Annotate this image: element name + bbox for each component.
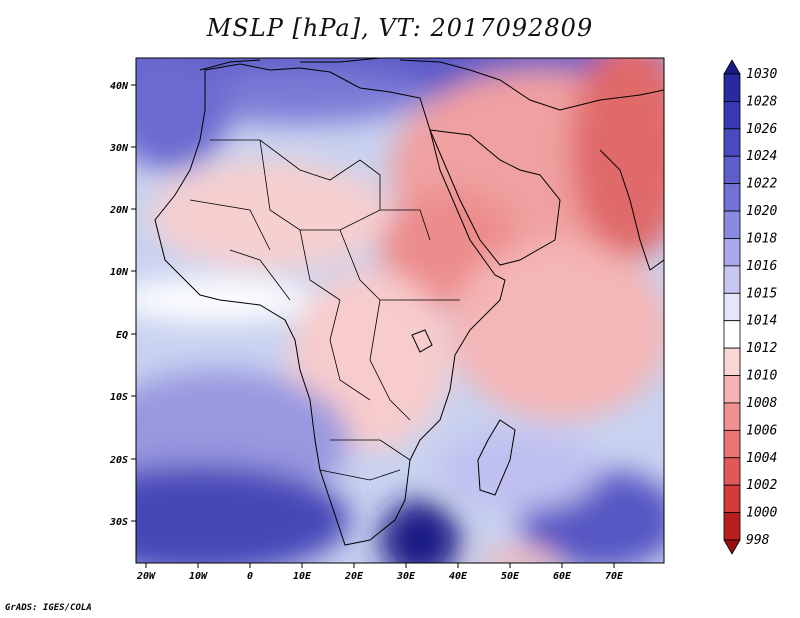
colorbar-cap-top xyxy=(723,59,741,75)
madagascar-coastline xyxy=(477,419,516,496)
europe-coastline xyxy=(199,58,664,111)
south-africa-high xyxy=(380,500,460,563)
colorbar-label: 1012 xyxy=(746,341,777,356)
colorbar-label: 1010 xyxy=(746,369,777,384)
lat-label: EQ xyxy=(116,330,128,341)
arabia-coastline xyxy=(429,129,561,266)
colorbar-label: 1015 xyxy=(746,286,777,301)
high-atlantic xyxy=(136,58,230,170)
colorbar-cap-bottom xyxy=(723,539,741,555)
colorbar-label: 1018 xyxy=(746,231,777,246)
lat-label: 10S xyxy=(110,392,128,403)
lon-label: 20E xyxy=(344,571,364,582)
colorbar-swatch xyxy=(723,512,741,541)
india-coastline xyxy=(599,149,664,271)
sahara-warm xyxy=(150,160,390,270)
colorbar-label: 1020 xyxy=(746,204,777,219)
india-low xyxy=(570,58,664,260)
colorbar-label: 1026 xyxy=(746,122,777,137)
colorbar-swatch xyxy=(723,101,741,130)
lon-label: 50E xyxy=(501,571,520,582)
indian-ocean-low xyxy=(450,240,664,420)
lake-victoria xyxy=(411,329,433,353)
colorbar-swatch xyxy=(723,457,741,486)
colorbar-label: 998 xyxy=(746,533,770,548)
high-mediterranean xyxy=(170,67,430,123)
colorbar-swatch xyxy=(723,183,741,212)
colorbar-swatch xyxy=(723,292,741,322)
lat-label: 30S xyxy=(109,517,128,528)
colorbar-label: 1002 xyxy=(746,478,777,493)
colorbar-label: 1016 xyxy=(746,259,777,274)
lon-labels: 20W 10W 0 10E 20E 30E 40E 50E 60E 70E xyxy=(136,571,624,582)
colorbar-label: 1006 xyxy=(746,423,777,438)
mascarene-ridge xyxy=(440,430,600,510)
south-atlantic-high-2 xyxy=(136,465,350,563)
colorbar-swatch xyxy=(723,155,741,185)
lon-label: 30E xyxy=(396,571,416,582)
coastlines xyxy=(154,58,664,546)
lat-label: 40N xyxy=(110,81,129,92)
lon-label: 70E xyxy=(605,571,624,582)
colorbar-label: 1014 xyxy=(746,314,777,329)
axis-ticks xyxy=(131,84,615,568)
colorbar-label: 1028 xyxy=(746,94,777,109)
colorbar-label: 1004 xyxy=(746,451,777,466)
colorbar-swatch xyxy=(723,320,741,349)
map-title: MSLP [hPa], VT: 2017092809 xyxy=(206,14,594,42)
colorbar-label: 1000 xyxy=(746,506,777,521)
colorbar-label: 1008 xyxy=(746,396,777,411)
colorbar-label: 1022 xyxy=(746,177,777,192)
lat-labels: 40N 30N 20N 10N EQ 10S 20S 30S xyxy=(109,81,129,528)
credit-text: GrADS: IGES/COLA xyxy=(5,603,92,613)
lon-label: 40E xyxy=(449,571,468,582)
colorbar: 1030 1028 1026 1024 1022 1020 1018 1016 1015 1014… xyxy=(723,59,777,555)
africa-coastline xyxy=(154,63,506,546)
lat-label: 10N xyxy=(110,267,129,278)
colorbar-swatch xyxy=(723,265,741,294)
colorbar-swatch xyxy=(723,402,741,431)
colorbar-swatch xyxy=(723,347,741,376)
colorbar-swatch xyxy=(723,128,741,157)
lat-label: 20S xyxy=(109,455,128,466)
lon-label: 60E xyxy=(553,571,572,582)
colorbar-swatch xyxy=(723,210,741,239)
lon-label: 10W xyxy=(189,571,208,582)
colorbar-label: 1024 xyxy=(746,149,777,164)
colorbar-swatch xyxy=(723,375,741,404)
lon-label: 0 xyxy=(247,571,253,582)
country-borders xyxy=(189,139,460,481)
lon-label: 10E xyxy=(293,571,312,582)
colorbar-swatch xyxy=(723,429,741,459)
colorbar-swatch xyxy=(723,238,741,267)
gulf-guinea-neutral xyxy=(136,278,315,322)
pressure-field xyxy=(136,58,664,563)
lat-label: 30N xyxy=(109,143,129,154)
colorbar-swatch xyxy=(723,73,741,102)
colorbar-swatch xyxy=(723,484,741,513)
lat-label: 20N xyxy=(109,205,129,216)
colorbar-label: 1030 xyxy=(746,67,777,82)
southern-trough xyxy=(480,548,560,563)
map-frame xyxy=(135,57,665,564)
lon-label: 20W xyxy=(136,571,156,582)
